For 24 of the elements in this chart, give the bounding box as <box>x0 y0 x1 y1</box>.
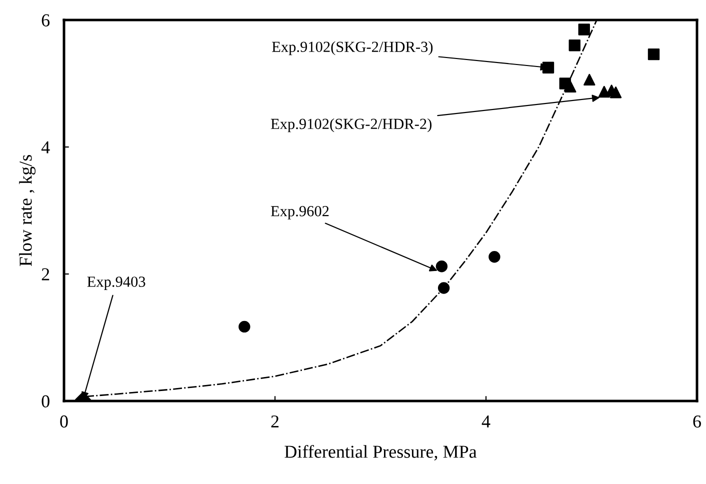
point <box>610 86 622 98</box>
x-tick-label: 0 <box>60 415 68 428</box>
point <box>564 80 576 93</box>
point <box>238 320 250 333</box>
annotation: Exp.9602 <box>270 206 329 220</box>
y-tick-label: 2 <box>42 268 50 280</box>
x-tick-label: 6 <box>693 415 701 428</box>
x-axis-title: Differential Pressure, MPa <box>284 444 477 460</box>
y-tick-label: 0 <box>42 395 50 408</box>
y-axis-title: Flow rate , kg/s <box>19 154 36 266</box>
point <box>568 40 580 52</box>
x-tick-label: 2 <box>271 415 279 428</box>
point <box>488 251 500 263</box>
y-tick-label: 6 <box>42 14 50 26</box>
point <box>438 282 450 294</box>
y-tick-label: 4 <box>41 141 50 154</box>
annotation: Exp.9102(SKG-2/HDR-2) <box>270 118 432 132</box>
point <box>648 48 660 60</box>
annotation: Exp.9102(SKG-2/HDR-3) <box>272 41 433 56</box>
annotation: Exp.9403 <box>87 276 146 290</box>
x-tick-label: 4 <box>482 416 490 428</box>
point <box>584 74 596 86</box>
point <box>578 24 590 36</box>
point <box>436 260 448 272</box>
